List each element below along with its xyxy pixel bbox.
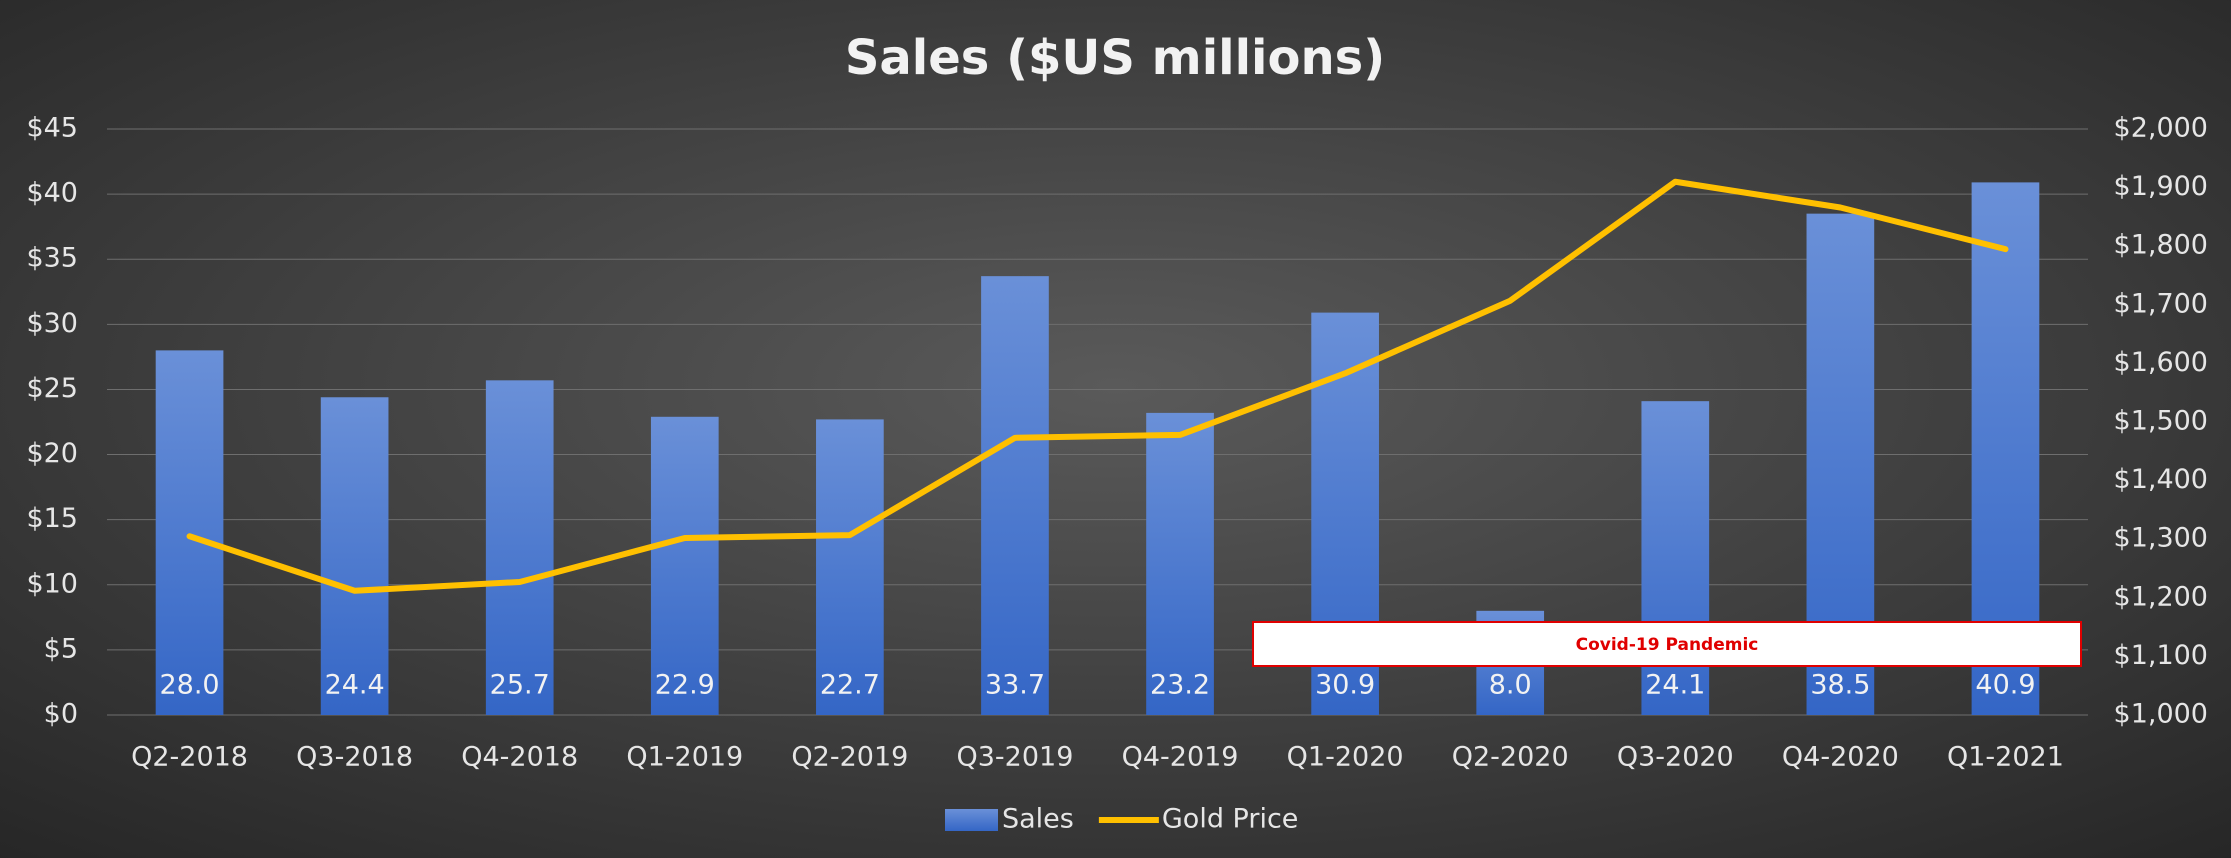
line (186, 178, 2009, 594)
y-tick-label: $0 (44, 699, 78, 730)
y-tick-label: $40 (26, 178, 78, 209)
y2-tick-label: $1,100 (2114, 640, 2208, 671)
bar (485, 380, 554, 715)
bar (320, 397, 389, 715)
legend-label: Gold Price (1162, 804, 1299, 835)
value-label: 24.4 (325, 670, 385, 701)
y-tick-label: $30 (26, 308, 78, 339)
y-tick-label: $35 (26, 243, 78, 274)
y2-tick-label: $1,500 (2114, 406, 2208, 437)
x-tick-label: Q1-2019 (626, 742, 743, 773)
legend-label: Sales (1002, 804, 1074, 835)
x-tick-label: Q4-2018 (461, 742, 578, 773)
y2-tick-label: $2,000 (2114, 113, 2208, 144)
y2-tick-label: $1,900 (2114, 171, 2208, 202)
annotation: Covid-19 Pandemic (1576, 635, 1759, 655)
x-tick-label: Q3-2019 (957, 742, 1074, 773)
x-tick-label: Q4-2019 (1122, 742, 1239, 773)
bar (816, 419, 884, 715)
y2-tick-label: $1,300 (2114, 523, 2208, 554)
value-label: 30.9 (1315, 670, 1375, 701)
y-tick-label: $10 (26, 568, 78, 599)
x-tick-label: Q1-2020 (1287, 742, 1404, 773)
y-tick-label: $15 (26, 503, 78, 534)
annotation-box (1252, 621, 2082, 667)
bar (650, 416, 719, 715)
value-label: 22.7 (820, 670, 880, 701)
value-label: 40.9 (1975, 670, 2035, 701)
y-tick-label: $25 (26, 373, 78, 404)
bar (155, 350, 224, 715)
value-label: 28.0 (159, 670, 219, 701)
y2-tick-label: $1,700 (2114, 288, 2208, 319)
x-tick-label: Q2-2020 (1452, 742, 1569, 773)
x-tick-label: Q3-2020 (1617, 742, 1734, 773)
x-tick-label: Q2-2018 (131, 742, 248, 773)
y2-tick-label: $1,400 (2114, 464, 2208, 495)
y-tick-label: $5 (44, 633, 78, 664)
y2-tick-label: $1,600 (2114, 347, 2208, 378)
bar (1641, 401, 1710, 715)
bar (1146, 412, 1214, 715)
value-label: 25.7 (490, 670, 550, 701)
y2-tick-label: $1,000 (2114, 699, 2208, 730)
value-label: 23.2 (1150, 670, 1210, 701)
y2-tick-label: $1,800 (2114, 230, 2208, 261)
x-tick-label: Q2-2019 (791, 742, 908, 773)
x-tick-label: Q1-2021 (1947, 742, 2064, 773)
y-tick-label: $45 (26, 113, 78, 144)
value-label: 24.1 (1645, 670, 1705, 701)
bar (981, 276, 1049, 715)
chart-title: Sales ($US millions) (845, 30, 1385, 86)
value-label: 8.0 (1489, 670, 1532, 701)
value-label: 38.5 (1810, 670, 1870, 701)
value-label: 22.9 (655, 670, 715, 701)
x-tick-label: Q4-2020 (1782, 742, 1899, 773)
legend-swatch (945, 809, 998, 831)
x-tick-label: Q3-2018 (296, 742, 413, 773)
value-label: 33.7 (985, 670, 1045, 701)
y2-tick-label: $1,200 (2114, 581, 2208, 612)
y-tick-label: $20 (26, 438, 78, 469)
